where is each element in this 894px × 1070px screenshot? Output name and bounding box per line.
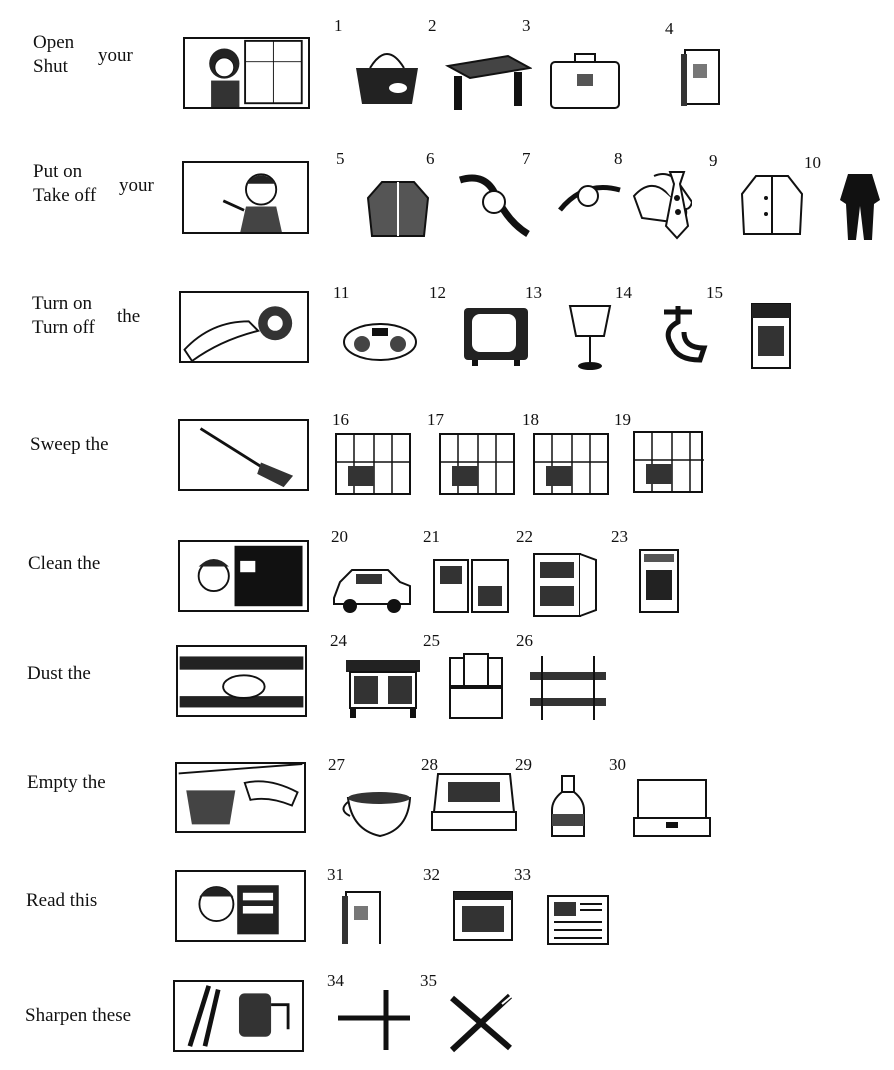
row-2-object: your <box>119 175 154 196</box>
lamp-icon <box>562 300 618 372</box>
item-number-15: 15 <box>706 283 723 302</box>
item-number-11: 11 <box>333 283 350 302</box>
item-number-2: 2 <box>428 16 437 35</box>
item-number-34: 34 <box>327 971 344 990</box>
row-3-object: the <box>117 306 141 327</box>
item-number-8: 8 <box>614 149 623 168</box>
windows-icon <box>430 556 512 614</box>
item-number-10: 10 <box>804 153 821 172</box>
item-number-6: 6 <box>426 149 435 168</box>
hand-turning-knob-illustration <box>179 291 309 363</box>
item-number-12: 12 <box>429 283 446 302</box>
item-number-16: 16 <box>332 410 349 429</box>
row-6-verb-1: Dust the <box>27 663 91 684</box>
item-number-17: 17 <box>427 410 444 429</box>
row-7-verb-1: Empty the <box>27 772 106 793</box>
coat-icon <box>736 170 808 236</box>
row-1-verb-2: Shut <box>33 56 68 77</box>
bracelet-watch-icon <box>554 170 628 232</box>
crossed-pencils-icon <box>444 990 518 1054</box>
row-3-verb-2: Turn off <box>32 317 95 338</box>
woman-at-window-illustration <box>183 37 310 109</box>
car-icon <box>330 558 414 614</box>
magazine-icon <box>450 888 516 944</box>
book-icon <box>338 886 416 944</box>
item-number-9: 9 <box>709 151 718 170</box>
item-number-4: 4 <box>665 19 674 38</box>
oven-icon <box>634 546 684 616</box>
tap-icon <box>654 300 710 370</box>
item-number-22: 22 <box>516 527 533 546</box>
item-number-29: 29 <box>515 755 532 774</box>
item-number-13: 13 <box>525 283 542 302</box>
suit-icon <box>838 170 882 242</box>
living-room-icon <box>532 432 610 496</box>
shelves-icon <box>528 652 608 722</box>
handbag-icon <box>350 38 424 108</box>
briefcase-icon <box>632 774 712 840</box>
item-number-28: 28 <box>421 755 438 774</box>
item-number-30: 30 <box>609 755 626 774</box>
item-number-33: 33 <box>514 865 531 884</box>
item-number-26: 26 <box>516 631 533 650</box>
bedroom-icon <box>632 430 704 498</box>
item-number-19: 19 <box>614 410 631 429</box>
bowl-icon <box>342 780 416 840</box>
hand-emptying-basket-illustration <box>175 762 306 833</box>
hand-dusting-shelf-illustration <box>176 645 307 717</box>
sideboard-icon <box>344 654 422 718</box>
row-1-verb-1: Open <box>33 32 75 53</box>
item-number-35: 35 <box>420 971 437 990</box>
desk-icon <box>444 46 532 111</box>
item-number-31: 31 <box>327 865 344 884</box>
row-5-verb-1: Clean the <box>28 553 101 574</box>
television-icon <box>460 302 532 368</box>
pencils-icon <box>334 988 416 1052</box>
row-3-verb-1: Turn on <box>32 293 93 314</box>
row-2-verb-2: Take off <box>33 185 97 206</box>
item-number-7: 7 <box>522 149 531 168</box>
dressing-table-icon <box>446 650 506 720</box>
item-number-27: 27 <box>328 755 345 774</box>
floor-icon <box>334 432 412 496</box>
row-2-verb-1: Put on <box>33 161 83 182</box>
pencil-sharpener-illustration <box>173 980 304 1052</box>
broom-sweeping-illustration <box>178 419 309 491</box>
cooker-icon <box>746 300 796 372</box>
kitchen-icon <box>438 432 516 496</box>
item-number-5: 5 <box>336 149 345 168</box>
box-icon <box>430 772 518 834</box>
row-1-object: your <box>98 45 133 66</box>
suitcase-icon <box>547 48 623 110</box>
bottle-icon <box>548 774 588 838</box>
newspaper-icon <box>544 890 618 946</box>
book-icon <box>677 44 725 108</box>
item-number-18: 18 <box>522 410 539 429</box>
boy-reading-illustration <box>175 870 306 942</box>
boy-cleaning-board-illustration <box>178 540 309 612</box>
radio-cassette-icon <box>342 316 418 364</box>
row-4-verb-1: Sweep the <box>30 434 109 455</box>
item-number-20: 20 <box>331 527 348 546</box>
item-number-25: 25 <box>423 631 440 650</box>
item-number-23: 23 <box>611 527 628 546</box>
item-number-32: 32 <box>423 865 440 884</box>
row-9-verb-1: Sharpen these <box>25 1005 132 1026</box>
item-number-3: 3 <box>522 16 531 35</box>
item-number-14: 14 <box>615 283 632 302</box>
jacket-icon <box>364 172 432 238</box>
cupboard-icon <box>530 550 600 620</box>
tie-icon <box>660 168 694 240</box>
item-number-1: 1 <box>334 16 343 35</box>
item-number-21: 21 <box>423 527 440 546</box>
row-8-verb-1: Read this <box>26 890 98 911</box>
wristwatch-icon <box>456 166 532 238</box>
boy-dressing-illustration <box>182 161 309 234</box>
item-number-24: 24 <box>330 631 347 650</box>
